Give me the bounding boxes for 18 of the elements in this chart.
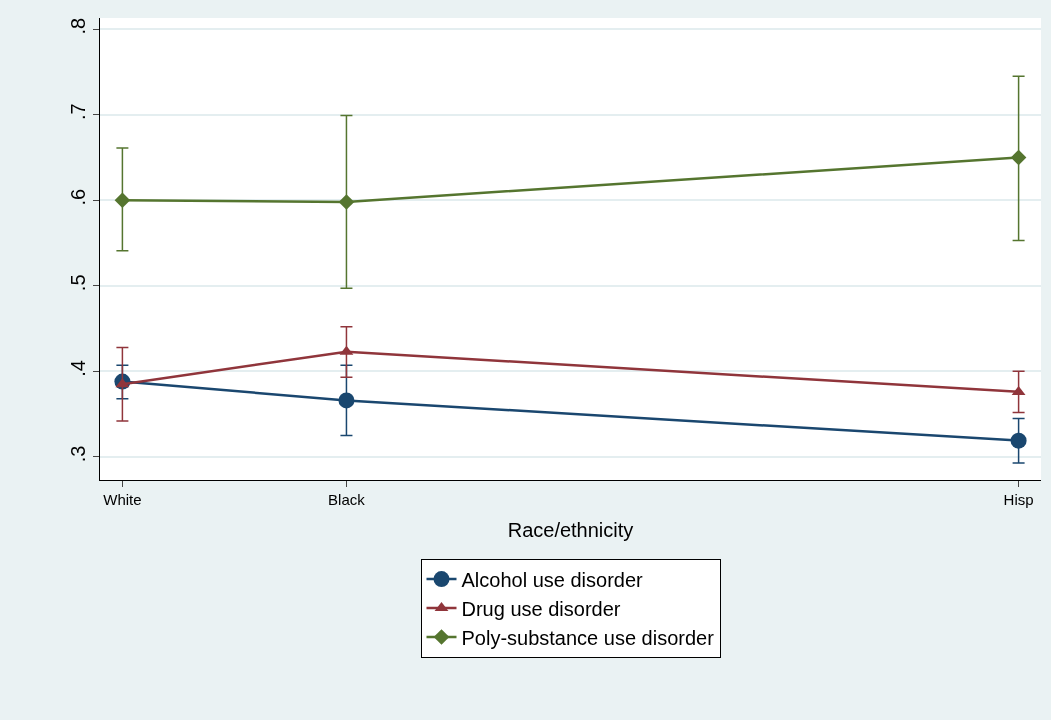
legend-label: Poly-substance use disorder <box>461 626 715 649</box>
y-tick-label: .7 <box>67 103 89 121</box>
point <box>1010 432 1027 449</box>
y-tick-label: .6 <box>67 188 89 206</box>
y-tick-label: .8 <box>67 17 89 35</box>
point <box>338 194 355 210</box>
point <box>1010 149 1027 166</box>
y-tick-label: .5 <box>67 274 89 292</box>
x-tick-label: Hisp <box>1003 491 1034 508</box>
x-tick-label: White <box>103 491 142 508</box>
x-tick-label: Black <box>328 491 366 508</box>
x-axis-title: Race/ethnicity <box>507 518 634 541</box>
point <box>338 392 355 409</box>
legend-label: Alcohol use disorder <box>461 568 644 591</box>
point <box>114 192 131 209</box>
y-tick-label: .3 <box>67 445 89 463</box>
legend-label: Drug use disorder <box>461 597 621 620</box>
y-tick-label: .4 <box>67 360 89 377</box>
